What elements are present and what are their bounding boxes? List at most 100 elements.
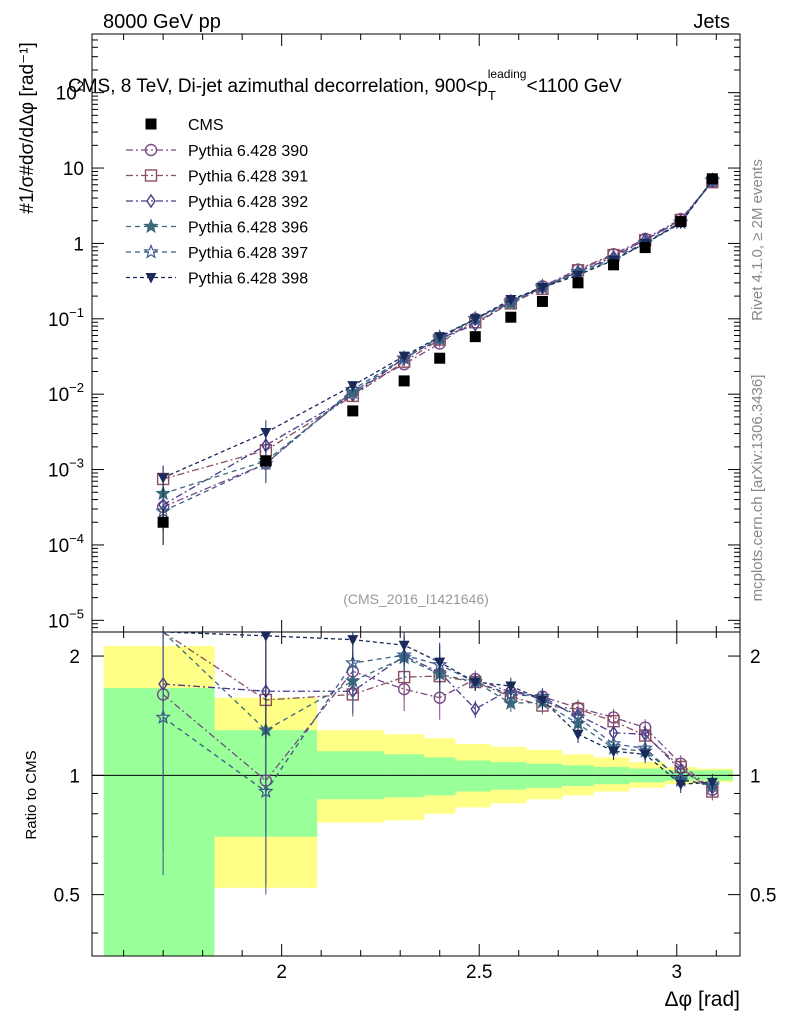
cms-point <box>536 295 548 307</box>
ratio-point <box>570 709 586 725</box>
ratio-uncertainty-bands <box>103 646 733 956</box>
x-tick-label: 2 <box>276 962 287 983</box>
title-sub: T <box>488 88 496 103</box>
ratio-point <box>608 746 620 758</box>
y-tick-label: 10−1 <box>48 305 84 331</box>
data-point <box>347 381 359 392</box>
ratio-tick-label-right: 0.5 <box>750 886 776 907</box>
y-tick-label: 10 <box>63 159 84 180</box>
legend-label: Pythia 6.428 397 <box>188 245 308 262</box>
ratio-tick-label-right: 2 <box>750 647 761 668</box>
cms-point <box>675 216 687 228</box>
legend-label: Pythia 6.428 392 <box>188 194 308 211</box>
data-point <box>260 428 272 439</box>
cms-point <box>434 352 446 364</box>
legend-marker <box>143 243 159 259</box>
y-tick-label: 102 <box>56 79 84 105</box>
header-left: 8000 GeV pp <box>103 11 221 33</box>
title-main: CMS, 8 TeV, Di-jet azimuthal decorrelati… <box>68 76 488 97</box>
legend: CMS Pythia 6.428 390 Pythia 6.428 391 Pythi… <box>126 117 308 288</box>
mcplots-label: mcplots.cern.ch [arXiv:1306.3436] <box>749 375 766 602</box>
cms-point <box>260 455 272 467</box>
analysis-watermark: (CMS_2016_I1421646) <box>343 591 489 607</box>
data-point <box>505 295 517 306</box>
band-inner-0 <box>103 688 215 956</box>
ratio-frame <box>91 631 741 957</box>
legend-label: Pythia 6.428 391 <box>188 169 308 186</box>
cms-point <box>398 375 410 387</box>
y-tick-label: 1 <box>73 234 84 255</box>
ratio-point <box>260 631 272 642</box>
ratio-tick-label: 2 <box>69 647 80 668</box>
data-point <box>469 314 481 325</box>
ratio-point <box>434 657 446 669</box>
legend-marker <box>146 193 156 209</box>
legend-marker <box>143 218 159 234</box>
ratio-point <box>258 783 274 799</box>
x-axis-label: Δφ [rad] <box>665 988 741 1011</box>
y-tick-exp: −1 <box>69 305 84 320</box>
y-tick-exp: −4 <box>69 531 84 546</box>
cms-point <box>347 405 359 417</box>
ratio-tick-label-right: 1 <box>750 766 761 787</box>
cms-point <box>706 173 718 185</box>
legend-marker <box>144 143 158 157</box>
y-tick-label: 10−5 <box>48 606 84 632</box>
cms-point <box>505 311 517 323</box>
band-inner-5 <box>455 760 492 792</box>
cms-series <box>157 173 718 545</box>
ratio-series-5 <box>163 631 718 793</box>
cms-point <box>469 331 481 343</box>
ratio-point <box>155 709 171 725</box>
ratio-point <box>398 640 410 652</box>
ratio-point <box>470 701 481 717</box>
ratio-point <box>536 695 548 706</box>
ratio-point <box>505 681 517 693</box>
y-tick-exp: −2 <box>69 380 84 395</box>
y-tick-base: 1 <box>73 234 84 255</box>
ratio-tick-label: 0.5 <box>54 886 80 907</box>
rivet-label: Rivet 4.1.0, ≥ 2M events <box>749 159 766 321</box>
data-point <box>434 332 446 343</box>
cms-point <box>608 259 620 271</box>
ratio-point <box>347 635 359 646</box>
cms-point <box>157 516 169 528</box>
x-tick-label: 2.5 <box>466 962 492 983</box>
data-point <box>572 270 584 282</box>
ratio-point <box>675 779 687 791</box>
y-axis-label: #1/σ#dσ/dΔφ [rad⁻¹] <box>17 42 38 214</box>
y-tick-label: 10−3 <box>48 456 84 482</box>
legend-label: Pythia 6.428 398 <box>188 271 308 288</box>
ratio-point <box>639 749 651 761</box>
y-tick-base: 10 <box>48 385 69 406</box>
legend-label: Pythia 6.428 390 <box>188 143 308 160</box>
y-tick-exp: −3 <box>69 456 84 471</box>
ratio-series <box>155 631 721 895</box>
y-tick-base: 10 <box>56 84 77 105</box>
cms-point <box>572 277 584 289</box>
y-tick-base: 10 <box>48 461 69 482</box>
legend-label-cms: CMS <box>188 117 224 134</box>
band-inner-4 <box>423 757 456 796</box>
legend-cms-marker <box>145 118 157 130</box>
y-tick-base: 10 <box>48 611 69 632</box>
data-point <box>157 473 169 484</box>
ratio-axis-label: Ratio to CMS <box>23 750 40 839</box>
y-tick-label: 10−4 <box>48 531 84 557</box>
y-tick-label: 10−2 <box>48 380 84 406</box>
data-point <box>536 283 548 294</box>
ratio-point <box>345 654 361 670</box>
cms-point <box>639 242 651 254</box>
legend-marker <box>145 273 157 284</box>
band-inner-6 <box>491 762 527 790</box>
x-tick-label: 3 <box>671 962 682 983</box>
y-tick-base: 10 <box>63 159 84 180</box>
ratio-tick-label: 1 <box>69 766 80 787</box>
ratio-point <box>503 686 519 702</box>
title-end: <1100 GeV <box>526 76 622 97</box>
ratio-point <box>572 729 584 741</box>
legend-label: Pythia 6.428 396 <box>188 220 308 237</box>
y-tick-base: 10 <box>48 536 69 557</box>
